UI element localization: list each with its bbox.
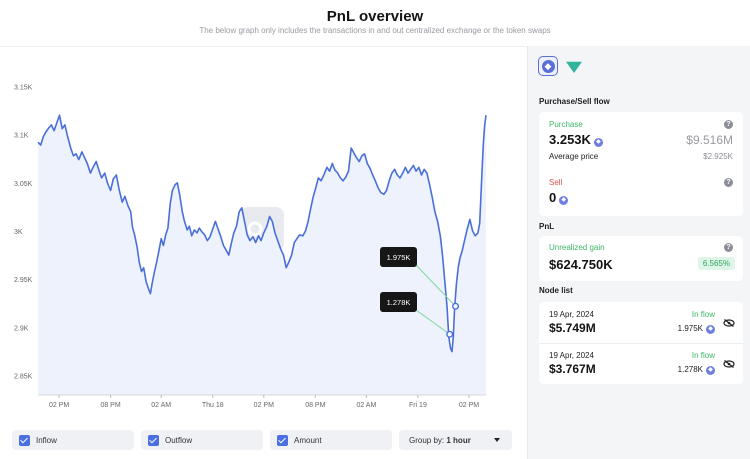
header: PnL overview The below graph only includ… [0, 0, 750, 46]
checkbox-icon[interactable] [19, 434, 30, 446]
eye-slash-icon[interactable] [723, 319, 735, 327]
ton-token-tab[interactable] [564, 56, 584, 76]
eth-icon: ◆ [559, 196, 569, 205]
node-list-title: Node list [539, 286, 573, 295]
y-tick-label: 2.85K [14, 374, 33, 381]
x-tick-label: 08 PM [100, 402, 120, 409]
x-tick-label: 08 PM [305, 402, 325, 409]
unrealized-label: Unrealized gain [549, 243, 605, 252]
flow-section-title: Purchase/Sell flow [539, 97, 610, 106]
node-amount: 1.975K ◆ [678, 324, 715, 334]
unrealized-value: $624.750K [549, 257, 613, 272]
node-amount-value: 1.278K [677, 365, 703, 374]
area-fill [38, 115, 486, 395]
checkbox-icon[interactable] [277, 434, 288, 446]
ton-icon [566, 61, 582, 73]
chart-controls: Inflow Outflow Amount Group by: 1 hour [0, 430, 526, 452]
y-tick-label: 3.1K [14, 133, 29, 140]
pnl-line-chart: SPOTONCHAIN3.15K3.1K3.05K3K2.95K2.9K2.85… [14, 84, 487, 409]
x-tick-label: 02 AM [151, 402, 171, 409]
marker-point [446, 330, 454, 338]
x-tick-label: Fri 19 [409, 402, 427, 409]
summary-sidebar: ◆ Purchase/Sell flow Purchase ? 3.253K ◆ … [527, 46, 750, 459]
x-tick-label: 02 PM [49, 402, 69, 409]
group-by-select[interactable]: Group by: 1 hour [399, 430, 512, 450]
group-by-prefix: Group by: [409, 435, 445, 445]
purchase-label: Purchase [549, 120, 583, 129]
outflow-label: Outflow [165, 435, 193, 445]
amount-toggle[interactable]: Amount [270, 430, 392, 450]
x-tick-label: 02 PM [459, 402, 479, 409]
node-list-card: 19 Apr, 2024 In flow $5.749M 1.975K ◆ 19 … [539, 302, 743, 384]
chart-panel: SPOTONCHAIN3.15K3.1K3.05K3K2.95K2.9K2.85… [0, 46, 526, 459]
inflow-label: Inflow [36, 435, 57, 445]
y-tick-label: 3.05K [14, 181, 33, 188]
checkbox-icon[interactable] [148, 434, 159, 446]
purchase-sell-card: Purchase ? 3.253K ◆ $9.516M Average price… [539, 112, 743, 216]
purchase-usd: $9.516M [686, 133, 733, 147]
eth-icon: ◆ [706, 366, 715, 375]
eth-icon: ◆ [706, 325, 715, 334]
purchase-amount: 3.253K ◆ [549, 132, 603, 147]
eth-icon: ◆ [541, 59, 555, 73]
pnl-card: Unrealized gain ? $624.750K 6.565% [539, 236, 743, 281]
y-tick-label: 2.9K [14, 325, 29, 332]
page-subtitle: The below graph only includes the transa… [199, 26, 551, 35]
node-date: 19 Apr, 2024 [549, 351, 594, 360]
divider [539, 343, 743, 344]
x-tick-label: 02 AM [356, 402, 376, 409]
node-amount: 1.278K ◆ [678, 365, 715, 375]
node-direction: In flow [691, 351, 715, 360]
avg-price-label: Average price [549, 152, 599, 161]
pnl-line [37, 114, 487, 353]
sell-amount-value: 0 [549, 190, 557, 205]
eth-icon: ◆ [593, 138, 603, 147]
y-tick-label: 2.95K [14, 277, 33, 284]
purchase-amount-value: 3.253K [549, 132, 591, 147]
y-tick-label: 3K [14, 229, 23, 236]
node-usd: $3.767M [549, 362, 596, 376]
amount-label: Amount [294, 435, 322, 445]
marker-label-box [380, 247, 417, 267]
node-amount-value: 1.975K [677, 324, 703, 333]
group-by-value: 1 hour [446, 435, 471, 445]
inflow-toggle[interactable]: Inflow [12, 430, 134, 450]
node-date: 19 Apr, 2024 [549, 310, 594, 319]
pnl-section-title: PnL [539, 222, 555, 231]
help-icon[interactable]: ? [724, 243, 733, 252]
page-title: PnL overview [326, 8, 424, 25]
avg-price-value: $2.925K [703, 152, 733, 161]
node-usd: $5.749M [549, 321, 596, 335]
marker-connector [415, 264, 456, 307]
help-icon[interactable]: ? [724, 120, 733, 129]
sell-amount: 0 ◆ [549, 190, 569, 205]
eth-token-tab[interactable]: ◆ [538, 56, 558, 76]
eye-slash-icon[interactable] [723, 360, 735, 368]
x-tick-label: Thu 18 [202, 402, 224, 409]
marker-label: 1.975K [387, 253, 411, 262]
help-icon[interactable]: ? [724, 178, 733, 187]
node-direction: In flow [691, 310, 715, 319]
marker-point [452, 302, 460, 310]
outflow-toggle[interactable]: Outflow [141, 430, 263, 450]
group-by-text: Group by: 1 hour [409, 436, 471, 445]
y-tick-label: 3.15K [14, 84, 33, 91]
marker-label-box [380, 292, 417, 312]
marker-connector [415, 309, 451, 335]
sell-label: Sell [549, 178, 563, 187]
x-tick-label: 02 PM [254, 402, 274, 409]
unrealized-pct-badge: 6.565% [697, 257, 735, 270]
chevron-down-icon [494, 438, 500, 442]
marker-label: 1.278K [387, 298, 411, 307]
